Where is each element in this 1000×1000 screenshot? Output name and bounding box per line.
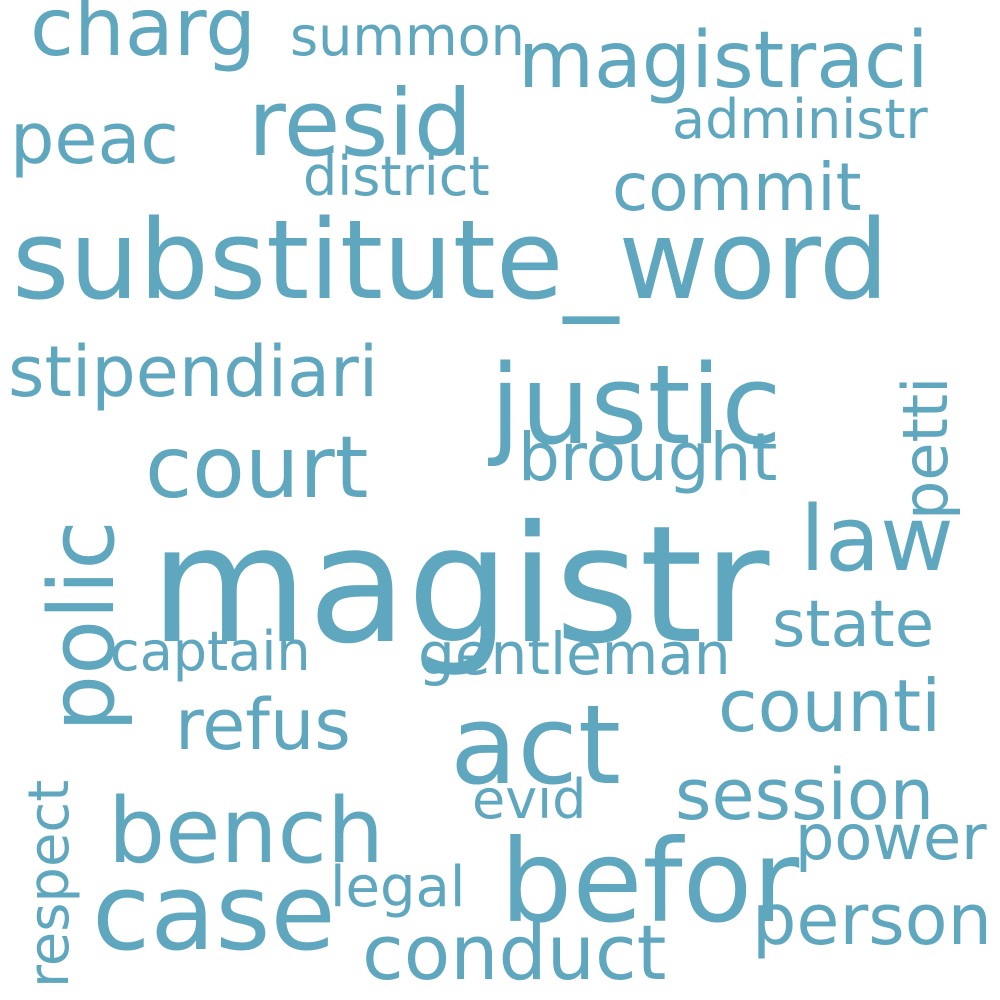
word-counti: counti [718, 664, 942, 748]
word-power: power [795, 801, 987, 874]
word-act: act [450, 681, 622, 809]
word-person: person [752, 879, 992, 961]
word-summon: summon [290, 5, 525, 68]
word-justic: justic [490, 341, 782, 469]
word-court: court [145, 418, 369, 518]
word-respect: respect [17, 779, 82, 988]
word-captain: captain [110, 620, 311, 683]
word-substitute_word: substitute_word [12, 196, 889, 324]
word-conduct: conduct [362, 908, 667, 997]
word-refus: refus [175, 684, 351, 766]
word-gentleman: gentleman [418, 620, 731, 688]
word-case: case [92, 851, 336, 974]
word-state: state [772, 588, 935, 662]
word-resid: resid [248, 70, 473, 177]
word-evid: evid [472, 768, 587, 831]
word-peac: peac [10, 98, 179, 180]
word-commit: commit [612, 149, 862, 226]
word-stipendiari: stipendiari [8, 331, 379, 413]
word-bench: bench [108, 779, 385, 884]
word-session: session [675, 754, 935, 836]
word-administr: administr [672, 88, 928, 151]
word-law: law [800, 487, 954, 592]
word-magistraci: magistraci [518, 16, 929, 106]
word-petti: petti [889, 376, 962, 520]
word-brought: brought [518, 419, 778, 496]
word-district: district [303, 145, 490, 208]
word-charg: charg [30, 0, 256, 74]
word-polic: polic [30, 520, 135, 732]
word-legal: legal [330, 855, 466, 920]
word-befor: befor [500, 815, 800, 948]
word-magistr: magistr [150, 492, 770, 680]
